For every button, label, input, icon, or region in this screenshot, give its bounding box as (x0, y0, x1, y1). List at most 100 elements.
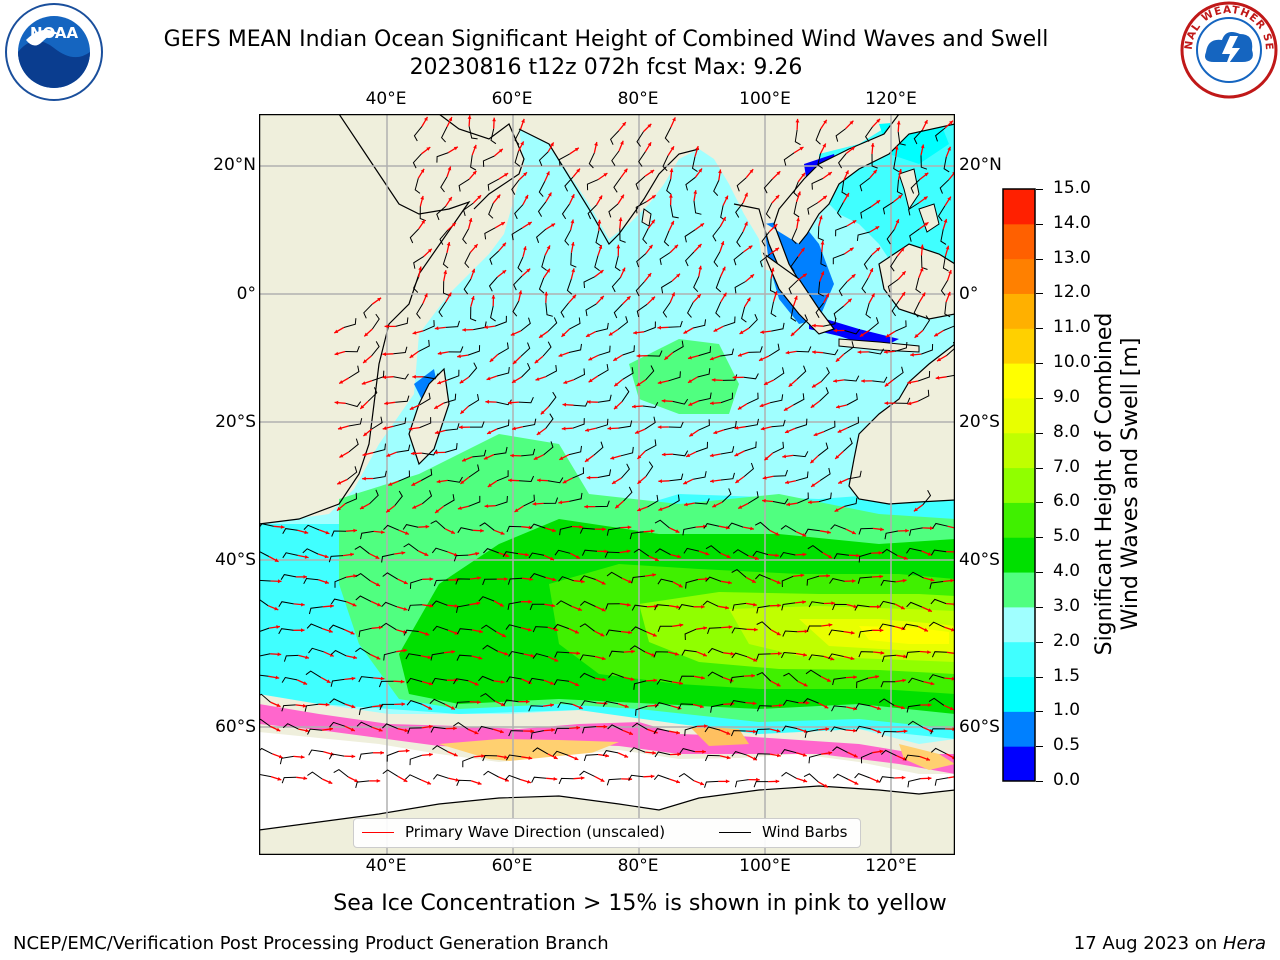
colorbar-tick-mark (1036, 711, 1043, 713)
wind-barb (756, 705, 772, 712)
wind-barb (545, 365, 558, 378)
wind-barb (358, 706, 373, 716)
wave-arrow-head (527, 779, 531, 784)
wave-arrow-head (301, 602, 305, 607)
wave-arrow-head (775, 779, 780, 784)
colorbar-tick-mark (1036, 293, 1043, 295)
wind-barb (670, 204, 679, 219)
wind-barb (458, 178, 470, 192)
wind-barb (532, 653, 549, 659)
wave-arrow-head (852, 579, 856, 583)
wind-barb (857, 576, 873, 584)
wind-barb (606, 778, 622, 786)
wave-arrow-head (471, 268, 476, 273)
wave-arrow-head (902, 578, 907, 583)
wave-arrow-head (652, 573, 656, 577)
wave-arrow-head (584, 504, 588, 509)
wave-arrow-head (603, 724, 608, 729)
wave-arrow-head (900, 247, 905, 252)
wave-arrow-head (737, 406, 742, 410)
wave-arrow-head (657, 325, 661, 330)
wave-arrow-head (460, 410, 465, 414)
wind-barb (819, 467, 831, 482)
wave-arrow-head (502, 633, 506, 637)
wave-arrow-head (586, 475, 591, 480)
wind-barb (359, 752, 374, 761)
wind-barb (820, 251, 827, 267)
colorbar-tick-mark (1036, 641, 1043, 643)
wave-arrow-head (603, 173, 608, 177)
wave-arrow-head (927, 703, 932, 707)
wave-arrow-head (802, 552, 807, 557)
wind-barb (497, 342, 509, 355)
wave-arrow-head (811, 483, 816, 487)
wave-arrow-head (578, 705, 583, 710)
wave-arrow-head (652, 750, 656, 755)
wave-arrow-head (801, 172, 805, 177)
wind-barb (642, 401, 659, 409)
wave-arrow-head (661, 452, 666, 457)
wave-arrow-head (749, 169, 754, 174)
wave-arrow-head (586, 333, 590, 337)
wind-barb (372, 370, 385, 382)
wave-arrow-head (523, 172, 527, 177)
wave-arrow-head (726, 554, 731, 558)
wind-barb (842, 437, 853, 452)
wind-barb (468, 495, 481, 507)
wind-barb (891, 300, 900, 317)
wave-arrow-head (698, 265, 703, 270)
wave-arrow-head (467, 115, 472, 119)
wind-barb (833, 305, 844, 320)
wave-arrow-head (804, 629, 809, 634)
wave-arrow-head (943, 218, 948, 223)
wave-arrow-head (877, 604, 881, 609)
wind-barb (823, 317, 837, 327)
wind-barb (832, 603, 847, 611)
wind-barb (736, 231, 744, 248)
lon-label-top-100e: 100°E (739, 89, 791, 109)
wave-arrow-head (452, 222, 456, 227)
wind-barb (572, 467, 585, 479)
wave-arrow-head (693, 190, 698, 194)
wind-barb (558, 777, 574, 785)
wind-barb (478, 596, 495, 602)
wind-barb (463, 202, 474, 217)
wind-barb (579, 527, 595, 534)
wind-barb (835, 225, 848, 237)
wave-arrow-head (901, 292, 906, 296)
wave-arrow-head (499, 729, 504, 734)
wave-arrow-head (562, 479, 567, 484)
wave-arrow-head (616, 244, 621, 249)
wind-barb (937, 205, 946, 222)
wave-arrow-head (540, 410, 545, 415)
wind-barb (259, 747, 273, 755)
colorbar-tick-label: 11.0 (1053, 317, 1091, 338)
wind-barb (622, 367, 634, 380)
wind-barb (308, 606, 323, 615)
wind-barb (343, 318, 357, 328)
wind-barb (468, 464, 480, 478)
wind-barb (511, 227, 523, 241)
wave-arrow-head (500, 531, 505, 535)
wind-barb (635, 281, 645, 297)
wind-barb (943, 156, 950, 173)
wind-barb (528, 705, 544, 712)
wind-barb (543, 441, 554, 456)
wave-arrow-head (428, 724, 433, 729)
wave-arrow-head (486, 376, 491, 381)
wind-barb (259, 627, 270, 633)
wave-arrow-head (468, 218, 473, 222)
wave-arrow-head (876, 118, 881, 123)
wave-arrow-head (597, 219, 602, 224)
wind-barb (653, 774, 670, 781)
wind-barb (528, 552, 545, 559)
wind-barb (619, 228, 626, 243)
wind-barb (920, 155, 928, 170)
wind-barb (772, 498, 789, 505)
wind-barb (794, 129, 801, 146)
colorbar-segment (1003, 397, 1035, 434)
wave-arrow-head (803, 682, 808, 687)
wind-barb (489, 250, 500, 265)
wave-arrow-head (521, 118, 525, 123)
wind-barb (917, 389, 930, 402)
